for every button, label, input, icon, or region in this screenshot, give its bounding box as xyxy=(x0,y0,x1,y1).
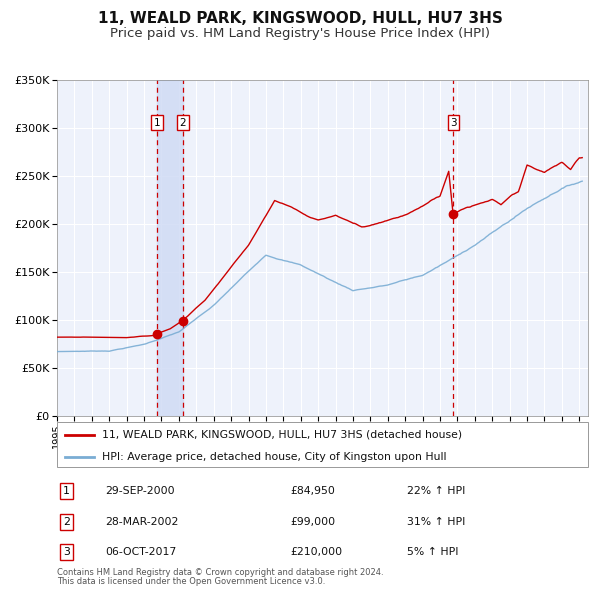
Text: 11, WEALD PARK, KINGSWOOD, HULL, HU7 3HS (detached house): 11, WEALD PARK, KINGSWOOD, HULL, HU7 3HS… xyxy=(102,430,462,440)
Text: 28-MAR-2002: 28-MAR-2002 xyxy=(105,517,178,526)
Text: 29-SEP-2000: 29-SEP-2000 xyxy=(105,486,175,496)
Text: 3: 3 xyxy=(450,118,457,128)
Bar xyxy=(157,80,183,416)
Text: 3: 3 xyxy=(63,548,70,557)
FancyBboxPatch shape xyxy=(57,422,588,467)
Text: 31% ↑ HPI: 31% ↑ HPI xyxy=(407,517,466,526)
Text: £210,000: £210,000 xyxy=(290,548,343,557)
Text: £99,000: £99,000 xyxy=(290,517,336,526)
Text: Price paid vs. HM Land Registry's House Price Index (HPI): Price paid vs. HM Land Registry's House … xyxy=(110,27,490,40)
Text: 1: 1 xyxy=(63,486,70,496)
Text: Contains HM Land Registry data © Crown copyright and database right 2024.: Contains HM Land Registry data © Crown c… xyxy=(57,568,383,577)
Text: 2: 2 xyxy=(180,118,187,128)
Text: £84,950: £84,950 xyxy=(290,486,335,496)
Text: 1: 1 xyxy=(154,118,160,128)
Text: 22% ↑ HPI: 22% ↑ HPI xyxy=(407,486,466,496)
Text: HPI: Average price, detached house, City of Kingston upon Hull: HPI: Average price, detached house, City… xyxy=(102,453,446,463)
Text: This data is licensed under the Open Government Licence v3.0.: This data is licensed under the Open Gov… xyxy=(57,578,325,586)
Text: 5% ↑ HPI: 5% ↑ HPI xyxy=(407,548,459,557)
Text: 2: 2 xyxy=(63,517,70,526)
Text: 11, WEALD PARK, KINGSWOOD, HULL, HU7 3HS: 11, WEALD PARK, KINGSWOOD, HULL, HU7 3HS xyxy=(98,11,502,25)
Text: 06-OCT-2017: 06-OCT-2017 xyxy=(105,548,176,557)
